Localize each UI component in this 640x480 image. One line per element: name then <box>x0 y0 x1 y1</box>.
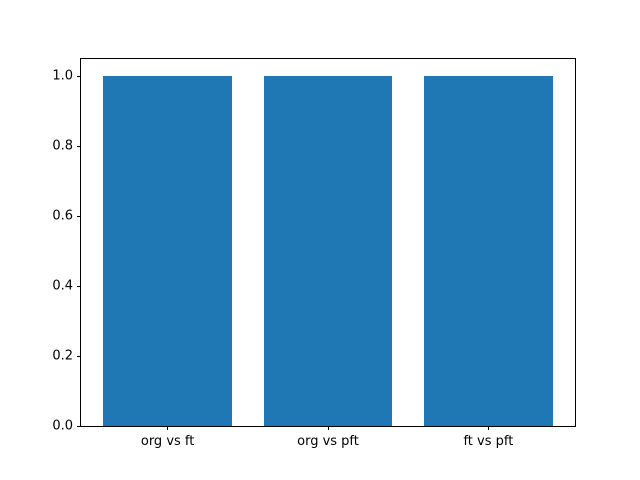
x-tick-mark-org-vs-ft <box>167 426 169 430</box>
x-tick-mark-ft-vs-pft <box>487 426 489 430</box>
x-tick-label-org-vs-pft: org vs pft <box>297 434 359 449</box>
y-tick-label-0.0: 0.0 <box>52 418 73 434</box>
y-tick-mark-0.0 <box>77 425 81 427</box>
y-tick-label-1.0: 1.0 <box>52 68 73 84</box>
bar-ft-vs-pft <box>424 76 553 426</box>
y-tick-mark-0.2 <box>77 355 81 357</box>
y-tick-label-0.8: 0.8 <box>52 138 73 154</box>
x-tick-label-org-vs-ft: org vs ft <box>140 434 195 449</box>
bar-org-vs-ft <box>103 76 232 426</box>
axes: org vs ft org vs pft ft vs pft 0.0 0.2 0.4 0.6… <box>52 58 576 448</box>
y-tick-label-0.4: 0.4 <box>52 278 73 294</box>
y-tick-label-0.2: 0.2 <box>52 348 73 364</box>
y-tick-mark-0.8 <box>77 145 81 147</box>
y-tick-mark-0.6 <box>77 215 81 217</box>
y-tick-label-0.6: 0.6 <box>52 208 73 224</box>
x-tick-label-ft-vs-pft: ft vs pft <box>463 434 514 449</box>
y-tick-mark-1.0 <box>77 75 81 77</box>
y-tick-mark-0.4 <box>77 285 81 287</box>
bar-org-vs-pft <box>263 76 393 426</box>
x-tick-mark-org-vs-pft <box>327 426 329 430</box>
